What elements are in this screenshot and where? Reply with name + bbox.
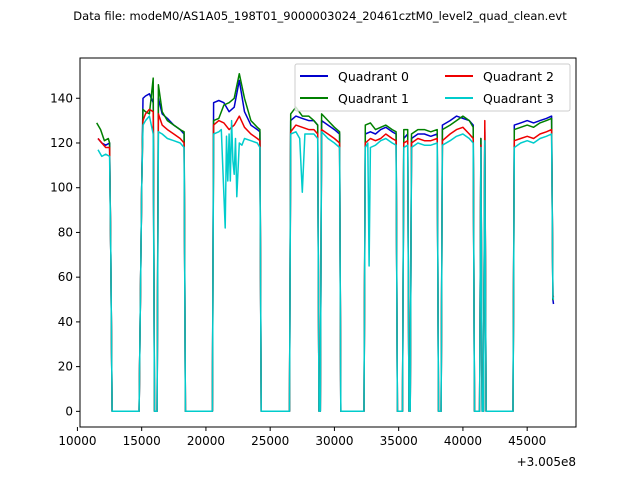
y-tick-label: 60: [58, 270, 73, 284]
chart-title: Data file: modeM0/AS1A05_198T01_90000030…: [73, 9, 567, 23]
legend-label-quadrant-1: Quadrant 1: [338, 91, 409, 106]
y-tick-label: 20: [58, 360, 73, 374]
x-tick-label: 40000: [444, 434, 482, 448]
y-tick-label: 80: [58, 225, 73, 239]
y-tick-label: 140: [50, 91, 73, 105]
x-tick-label: 10000: [58, 434, 96, 448]
y-tick-label: 40: [58, 315, 73, 329]
legend-label-quadrant-3: Quadrant 3: [483, 91, 554, 106]
series-line-quadrant-3: [97, 115, 555, 413]
legend-box: [294, 63, 571, 112]
y-tick-label: 120: [50, 136, 73, 150]
x-tick-label: 30000: [315, 434, 353, 448]
legend-label-quadrant-0: Quadrant 0: [338, 69, 409, 84]
x-tick-label: 20000: [187, 434, 225, 448]
x-tick-label: 45000: [508, 434, 546, 448]
legend: Quadrant 0 Quadrant 1 Quadrant 2 Quadrant 3: [294, 63, 571, 112]
x-offset-label: +3.005e8: [517, 455, 576, 469]
y-tick-label: 100: [50, 181, 73, 195]
plot-frame: [79, 57, 577, 428]
legend-label-quadrant-2: Quadrant 2: [483, 69, 554, 84]
y-tick-label: 0: [65, 404, 73, 418]
x-tick-label: 35000: [380, 434, 418, 448]
x-tick-label: 25000: [251, 434, 289, 448]
x-tick-label: 15000: [123, 434, 161, 448]
